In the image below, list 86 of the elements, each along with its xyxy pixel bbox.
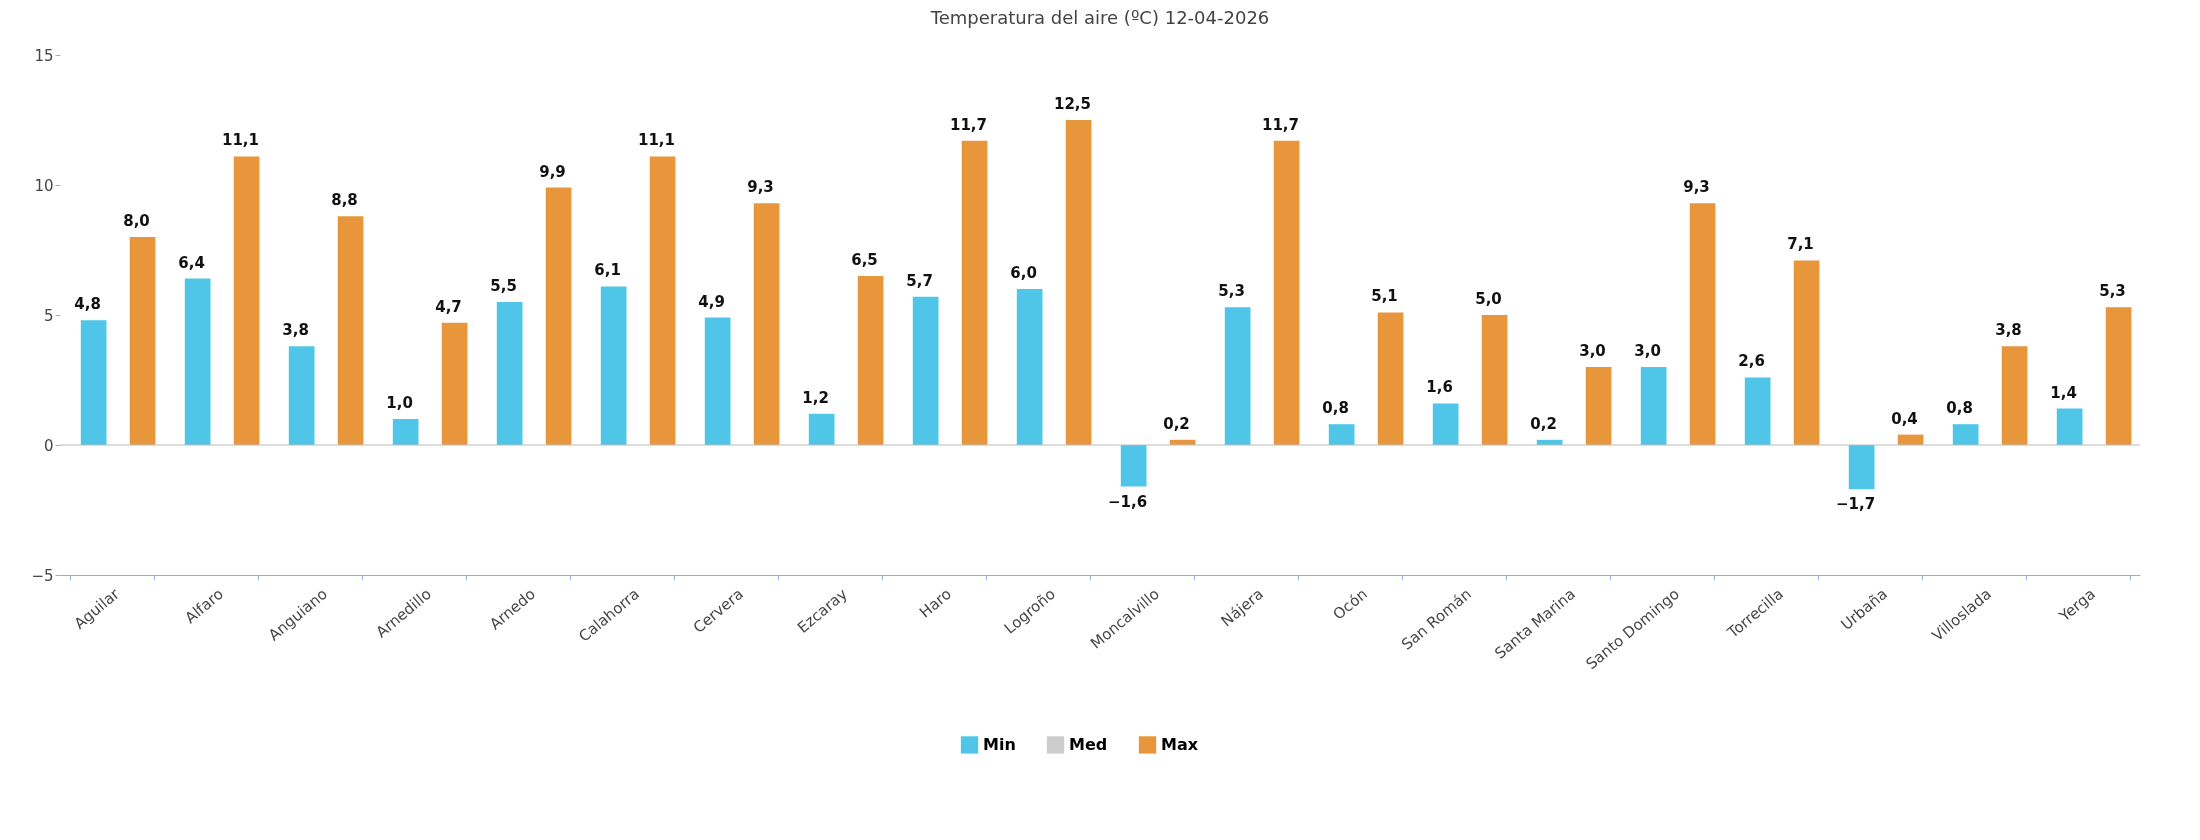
data-label: 1,2 [802,388,829,407]
bar [1328,424,1355,445]
data-label: 5,3 [2099,282,2126,301]
data-label: 4,8 [74,295,101,314]
data-label: 1,0 [386,394,413,412]
data-label: 2,6 [1738,352,1765,371]
data-label: 11,7 [1261,115,1299,134]
data-label: 12,5 [1053,95,1091,113]
chart-title: Temperatura del aire (ºC) 12-04-2026 [929,7,1270,28]
bar [129,237,156,445]
bar [392,419,419,445]
bar [1640,367,1667,445]
data-label: 4,9 [698,292,725,311]
bar [233,156,260,445]
bar [2056,408,2083,445]
bar [808,413,835,445]
bar [80,320,107,445]
data-label: 3,8 [1995,321,2022,340]
data-label: 7,1 [1787,235,1814,254]
data-label: 1,4 [2050,383,2077,402]
data-label: 8,0 [123,212,150,230]
y-tick-label: 0 [43,436,54,455]
data-label: 0,8 [1946,399,1973,418]
bar [1065,120,1092,445]
data-label: 0,2 [1163,414,1190,433]
data-label: 6,0 [1010,264,1037,282]
y-tick-label: −5 [31,566,54,585]
bar [1848,445,1875,490]
bar [337,216,364,445]
data-label: 6,1 [594,261,621,280]
data-label: 9,9 [539,162,566,181]
data-label: 5,5 [490,277,517,295]
data-label: −1,7 [1835,495,1876,514]
bar [1744,377,1771,445]
bar [857,276,884,445]
y-tick-label: 15 [34,46,54,65]
bar [1432,403,1459,445]
data-label: 4,7 [435,297,462,316]
bar [1224,307,1251,445]
bar [1016,289,1043,445]
bar [1585,367,1612,445]
bar [1120,445,1147,487]
bar [288,346,315,445]
data-label: 6,5 [851,251,878,269]
data-label: 1,6 [1426,378,1453,397]
legend-label: Min [983,734,1016,754]
bar [1952,424,1979,445]
data-label: 8,8 [331,191,358,210]
bar [545,187,572,445]
bar [496,302,523,445]
bar [1273,140,1300,445]
data-label: 9,3 [747,178,774,197]
bar [441,322,468,445]
data-label: 0,4 [1891,409,1918,428]
legend-label: Max [1161,734,1199,754]
data-label: 5,3 [1218,282,1245,301]
data-label: 0,2 [1530,414,1557,433]
data-label: 3,8 [282,321,309,340]
bar [961,140,988,445]
data-label: 0,8 [1322,399,1349,418]
bar [2105,307,2132,445]
bar [1481,315,1508,445]
data-label: 11,1 [221,131,259,150]
data-label: 5,1 [1371,287,1398,306]
data-label: −1,6 [1107,492,1148,511]
data-label: 11,7 [949,115,987,134]
bar [600,286,627,445]
y-tick-label: 10 [34,176,54,195]
data-label: 5,0 [1475,290,1502,308]
bar [753,203,780,445]
bar [1793,260,1820,445]
bar [2001,346,2028,445]
bar [704,317,731,445]
bar [184,278,211,445]
bar [1689,203,1716,445]
y-tick-label: 5 [43,306,54,325]
data-label: 3,0 [1634,342,1661,360]
data-label: 5,7 [906,271,933,290]
bar [1377,312,1404,445]
data-label: 9,3 [1683,178,1710,197]
data-label: 6,4 [178,253,205,272]
data-label: 11,1 [637,131,675,150]
bar [649,156,676,445]
legend-label: Med [1069,734,1108,754]
bar [912,296,939,445]
data-label: 3,0 [1579,342,1606,360]
